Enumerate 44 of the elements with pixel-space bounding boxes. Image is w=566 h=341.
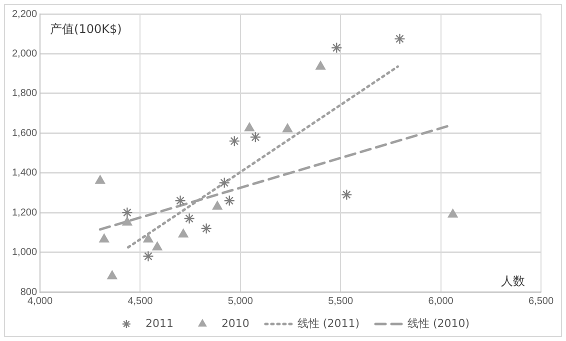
point [331,42,342,54]
point [200,222,212,234]
point [341,189,352,200]
point [143,234,154,242]
point [174,195,186,206]
x-tick-label: 6,500 [528,296,554,307]
point [394,33,406,44]
point [184,212,195,224]
point [218,177,230,188]
legend-label: 线性 (2011) [297,316,360,330]
point [448,208,458,218]
y-tick-label: 1,400 [12,168,38,179]
y-tick-label: 2,200 [12,8,38,20]
point [250,132,262,143]
point [282,124,292,132]
x-tick-label: 6,000 [428,296,454,307]
point [99,234,110,242]
point [95,175,106,184]
legend-label: 2010 [221,316,250,330]
y-tick-label: 800 [20,286,38,298]
y-tick-label: 1,000 [12,247,38,258]
x-tick-label: 5,500 [328,296,354,307]
x-tick-label: 4,000 [28,296,53,307]
y-tick-label: 1,600 [12,128,38,139]
y-axis-title: 产值(100K$) [50,22,122,36]
x-axis-title: 人数 [501,274,525,288]
y-tick-label: 2,000 [12,48,38,60]
legend-label: 2011 [145,316,174,330]
point [316,61,326,70]
point [228,135,240,147]
point [142,250,154,262]
x-tick-label: 5,000 [228,296,254,307]
point [212,201,222,210]
point [224,195,235,206]
point [107,270,118,280]
point [122,216,132,226]
point [178,228,188,238]
legend-label: 线性 (2010) [408,316,470,330]
y-tick-label: 1,200 [12,207,38,218]
y-tick-label: 1,800 [12,88,38,100]
point [122,206,133,218]
x-tick-label: 4,500 [128,296,154,307]
point [152,242,162,250]
point [244,122,254,132]
